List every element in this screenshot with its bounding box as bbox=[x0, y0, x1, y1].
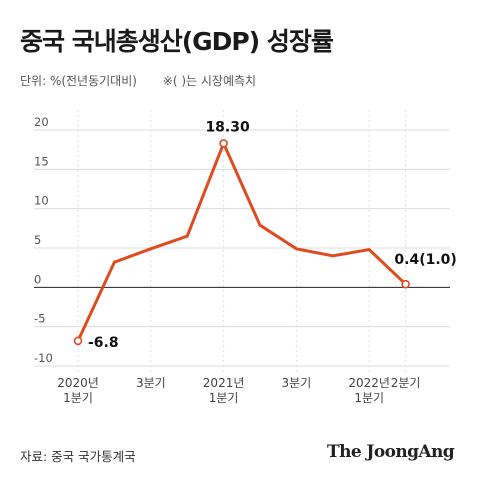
unit-note: 단위: %(전년동기대비) ※( )는 시장예측치 bbox=[20, 72, 256, 89]
data-point bbox=[73, 336, 83, 346]
chart-title: 중국 국내총생산(GDP) 성장률 bbox=[20, 27, 334, 56]
y-tick-label: 15 bbox=[34, 154, 49, 168]
x-tick-label: 3분기 bbox=[282, 376, 312, 390]
x-tick-label: 2022년 bbox=[348, 376, 390, 390]
x-tick-label: 3분기 bbox=[136, 376, 166, 390]
unit-label: 단위: %(전년동기대비) bbox=[20, 74, 137, 88]
data-label: 0.4(1.0) bbox=[394, 252, 456, 268]
data-label: 18.30 bbox=[205, 119, 250, 135]
y-tick-label: 10 bbox=[34, 194, 49, 208]
x-tick-label: 2020년 bbox=[57, 376, 99, 390]
source-note: 자료: 중국 국가통계국 bbox=[20, 449, 136, 464]
y-tick-label: 20 bbox=[34, 115, 49, 129]
x-tick-label: 1분기 bbox=[209, 391, 239, 405]
y-tick-label: 5 bbox=[34, 233, 41, 247]
brand-logo: The JoongAng bbox=[327, 442, 455, 462]
x-tick-label: 2분기 bbox=[391, 376, 421, 390]
y-tick-label: -5 bbox=[34, 312, 45, 326]
y-tick-label: 0 bbox=[34, 272, 41, 286]
x-tick-label: 1분기 bbox=[63, 391, 93, 405]
series-line bbox=[76, 139, 407, 342]
data-point bbox=[219, 139, 228, 148]
data-point bbox=[401, 279, 410, 289]
forecast-note: ※( )는 시장예측치 bbox=[162, 74, 257, 88]
y-tick-label: -10 bbox=[34, 351, 53, 365]
x-tick-label: 2021년 bbox=[203, 376, 245, 390]
x-tick-label: 1분기 bbox=[354, 391, 384, 405]
data-label: -6.8 bbox=[88, 335, 119, 351]
